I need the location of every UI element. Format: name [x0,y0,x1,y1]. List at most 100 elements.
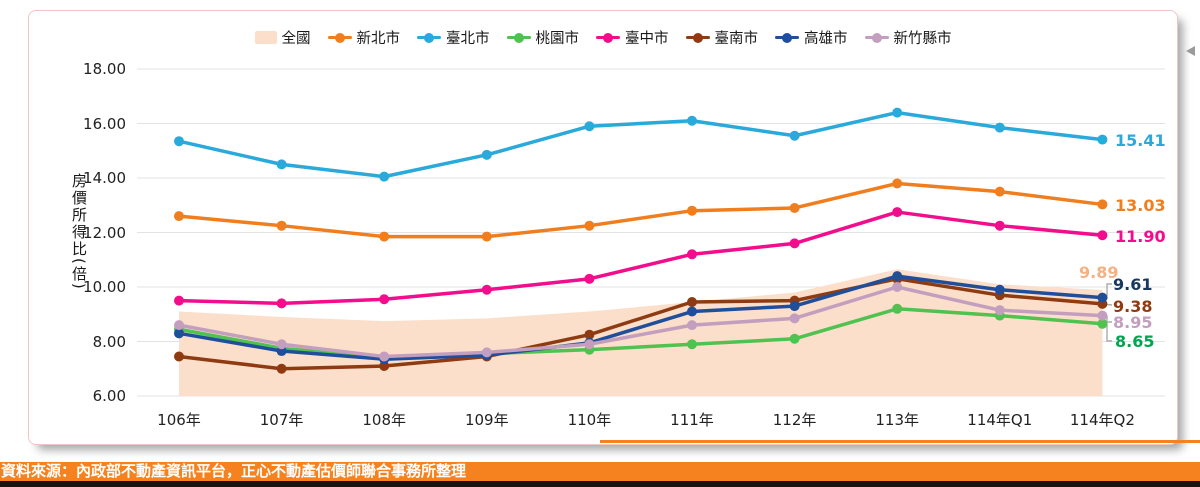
x-tick-label: 114年Q2 [1069,411,1135,429]
data-point-marker [379,294,390,305]
data-point-marker [379,171,390,182]
data-point-marker [584,121,595,132]
source-text: 資料來源：內政部不動產資訊平台，正心不動產估價師聯合事務所整理 [1,462,467,480]
data-point-marker [276,298,287,309]
legend-label: 臺南市 [714,31,759,47]
legend-swatch-area [254,31,277,44]
data-point-marker [584,220,595,231]
series-end-value: 9.89 [1079,263,1119,282]
legend-swatch-line [775,31,799,44]
x-tick-label: 106年 [157,411,201,429]
data-point-marker [276,159,287,170]
data-point-marker [994,220,1005,231]
legend-label: 桃園市 [535,31,580,47]
data-point-marker [1097,134,1108,145]
line-series [177,110,1105,179]
series-end-value: 9.61 [1113,275,1153,294]
data-point-marker [1097,292,1108,303]
x-tick-label: 109年 [464,411,509,429]
data-point-marker [994,305,1005,316]
data-point-marker [276,220,287,231]
data-point-marker [481,284,492,295]
data-point-marker [892,303,903,314]
legend-item: 全國 [254,27,311,48]
series-end-value: 9.38 [1113,297,1153,316]
legend-label: 臺中市 [625,31,669,47]
data-point-marker [789,202,800,213]
data-point-marker [379,231,390,242]
source-bar: 資料來源：內政部不動產資訊平台，正心不動產估價師聯合事務所整理 [0,462,1200,481]
legend-item: 臺中市 [596,27,669,48]
data-point-marker [994,122,1005,133]
data-point-marker [481,231,492,242]
chart-card: 全國 新北市 臺北市 桃園市 臺中市 臺南市 高雄市 新竹縣市 房價所得比(倍) 18.00 1… [28,10,1178,445]
data-point-marker [994,284,1005,295]
data-point-marker [892,207,903,218]
data-point-marker [687,249,697,260]
legend-swatch-line [327,31,352,44]
x-tick-label: 114年Q1 [967,411,1033,429]
x-tick-label: 111年 [670,411,714,429]
data-point-marker [892,271,903,282]
data-point-marker [379,351,390,362]
data-point-marker [687,115,697,126]
y-tick-label: 14.00 [83,169,126,187]
legend-swatch-line [417,31,441,44]
data-point-marker [174,320,184,331]
data-point-marker [687,320,697,331]
line-series [177,285,1105,359]
legend-label: 臺北市 [446,31,490,47]
data-point-marker [276,363,287,374]
legend-item: 桃園市 [506,27,580,48]
data-point-marker [174,351,184,362]
data-point-marker [1097,318,1108,329]
data-point-marker [481,347,492,358]
legend-label: 新北市 [356,31,401,47]
data-point-marker [892,107,903,118]
cursor-arrow-icon [1186,46,1195,56]
y-tick-label: 16.00 [83,114,126,133]
y-tick-label: 6.00 [92,387,126,405]
series-end-value: 8.65 [1115,332,1155,351]
legend-item: 新北市 [327,27,401,48]
series-end-value: 11.90 [1115,227,1166,246]
line-series [177,277,1105,371]
legend-label: 高雄市 [804,31,848,47]
y-tick-label: 18.00 [83,60,126,78]
plot-area [137,68,1165,397]
data-point-marker [687,205,697,216]
data-point-marker [1097,199,1108,210]
y-axis-title: 房價所得比(倍) [70,173,88,291]
legend-swatch-line [864,31,889,44]
data-point-marker [584,273,595,284]
y-tick-label: 10.00 [83,278,126,296]
y-tick-label: 12.00 [83,223,126,242]
line-series [177,274,1105,361]
x-tick-label: 108年 [362,411,406,429]
chart-legend: 全國 新北市 臺北市 桃園市 臺中市 臺南市 高雄市 新竹縣市 [29,27,1177,48]
bottom-border [0,481,1200,487]
divider-line [600,440,1200,443]
data-point-marker [174,328,184,339]
data-point-marker [481,149,492,160]
legend-swatch-line [506,31,531,44]
data-point-marker [174,136,184,147]
data-point-marker [892,282,903,292]
legend-swatch-line [596,31,620,44]
data-point-marker [1097,230,1108,241]
data-point-marker [994,186,1005,197]
line-series [177,181,1105,239]
data-point-marker [789,130,800,141]
data-point-marker [174,211,184,222]
x-tick-label: 113年 [875,411,919,429]
legend-label: 全國 [281,31,311,47]
data-point-marker [789,238,800,249]
x-tick-label: 107年 [259,411,304,429]
legend-label: 新竹縣市 [893,31,952,47]
data-point-marker [892,178,903,189]
x-tick-label: 112年 [772,411,817,429]
data-point-marker [276,339,287,350]
data-point-marker [687,339,697,350]
data-point-marker [584,339,595,350]
y-tick-label: 8.00 [92,332,126,351]
